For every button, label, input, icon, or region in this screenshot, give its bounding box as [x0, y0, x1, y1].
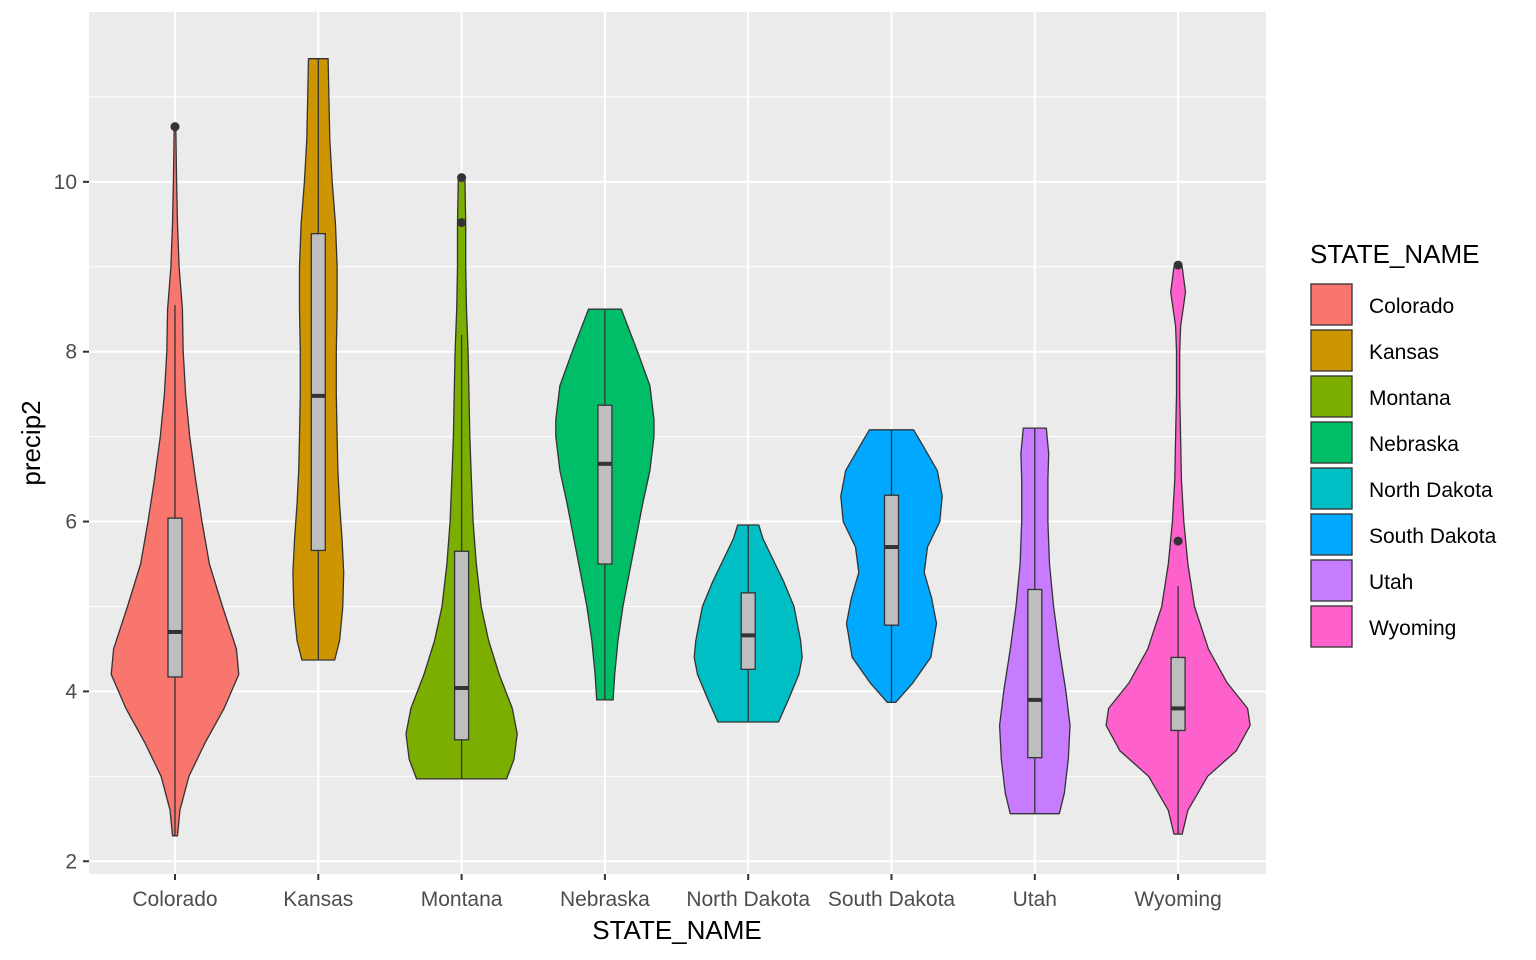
y-tick-label: 6	[65, 511, 77, 534]
x-tick-label: Colorado	[132, 888, 217, 911]
legend-key	[1310, 375, 1353, 418]
x-axis-title: STATE_NAME	[592, 915, 762, 945]
legend-key	[1310, 283, 1353, 326]
outlier-point	[457, 218, 467, 228]
x-tick-label: Montana	[421, 888, 503, 911]
violin-nebraska	[555, 308, 655, 701]
legend-key	[1310, 329, 1353, 372]
violin-kansas	[292, 58, 345, 661]
legend-label: North Dakota	[1369, 479, 1493, 502]
x-tick-label: North Dakota	[686, 888, 810, 911]
legend-key	[1310, 559, 1353, 602]
violins-layer	[110, 58, 1251, 837]
x-tick-label: Wyoming	[1134, 888, 1221, 911]
iqr-box	[883, 494, 900, 626]
iqr-box	[453, 550, 470, 741]
x-tick-label: Nebraska	[560, 888, 650, 911]
legend-title: STATE_NAME	[1310, 239, 1480, 269]
violin-wyoming	[1105, 260, 1251, 835]
violin-south-dakota	[840, 429, 943, 704]
legend: STATE_NAME Colorado Kansas Montana Nebraska…	[1310, 239, 1497, 648]
minor-gridlines	[89, 96, 1266, 777]
outlier-point	[1173, 536, 1183, 546]
legend-key	[1310, 421, 1353, 464]
legend-label: South Dakota	[1369, 525, 1497, 548]
iqr-box	[597, 404, 613, 565]
outlier-point	[170, 122, 180, 132]
iqr-box	[1027, 588, 1043, 759]
legend-label: Kansas	[1369, 341, 1439, 364]
legend-key	[1310, 513, 1353, 556]
violin-montana	[405, 173, 518, 780]
y-axis: 2 4 6 8 10	[54, 171, 89, 873]
plot-panel	[89, 12, 1266, 874]
iqr-box	[167, 517, 183, 678]
iqr-box	[740, 592, 756, 670]
violin-utah	[998, 427, 1071, 815]
legend-label: Utah	[1369, 571, 1413, 594]
y-tick-label: 2	[65, 850, 77, 873]
legend-label: Colorado	[1369, 295, 1454, 318]
x-tick-label: Kansas	[283, 888, 353, 911]
x-tick-label: South Dakota	[828, 888, 956, 911]
y-tick-label: 10	[54, 171, 77, 194]
y-axis-title: precip2	[16, 400, 46, 485]
violin-colorado	[110, 122, 240, 837]
x-tick-label: Utah	[1013, 888, 1057, 911]
y-tick-label: 8	[65, 341, 77, 364]
iqr-box	[1170, 656, 1186, 732]
legend-key	[1310, 605, 1353, 648]
legend-label: Wyoming	[1369, 617, 1456, 640]
legend-label: Montana	[1369, 387, 1451, 410]
iqr-box	[310, 233, 326, 552]
legend-key	[1310, 467, 1353, 510]
outlier-point	[457, 173, 467, 183]
violin-north-dakota	[693, 524, 803, 723]
outlier-point	[1173, 260, 1183, 270]
legend-label: Nebraska	[1369, 433, 1459, 456]
x-axis: Colorado Kansas Montana Nebraska North Dakot…	[132, 874, 1222, 911]
y-tick-label: 4	[65, 680, 77, 703]
